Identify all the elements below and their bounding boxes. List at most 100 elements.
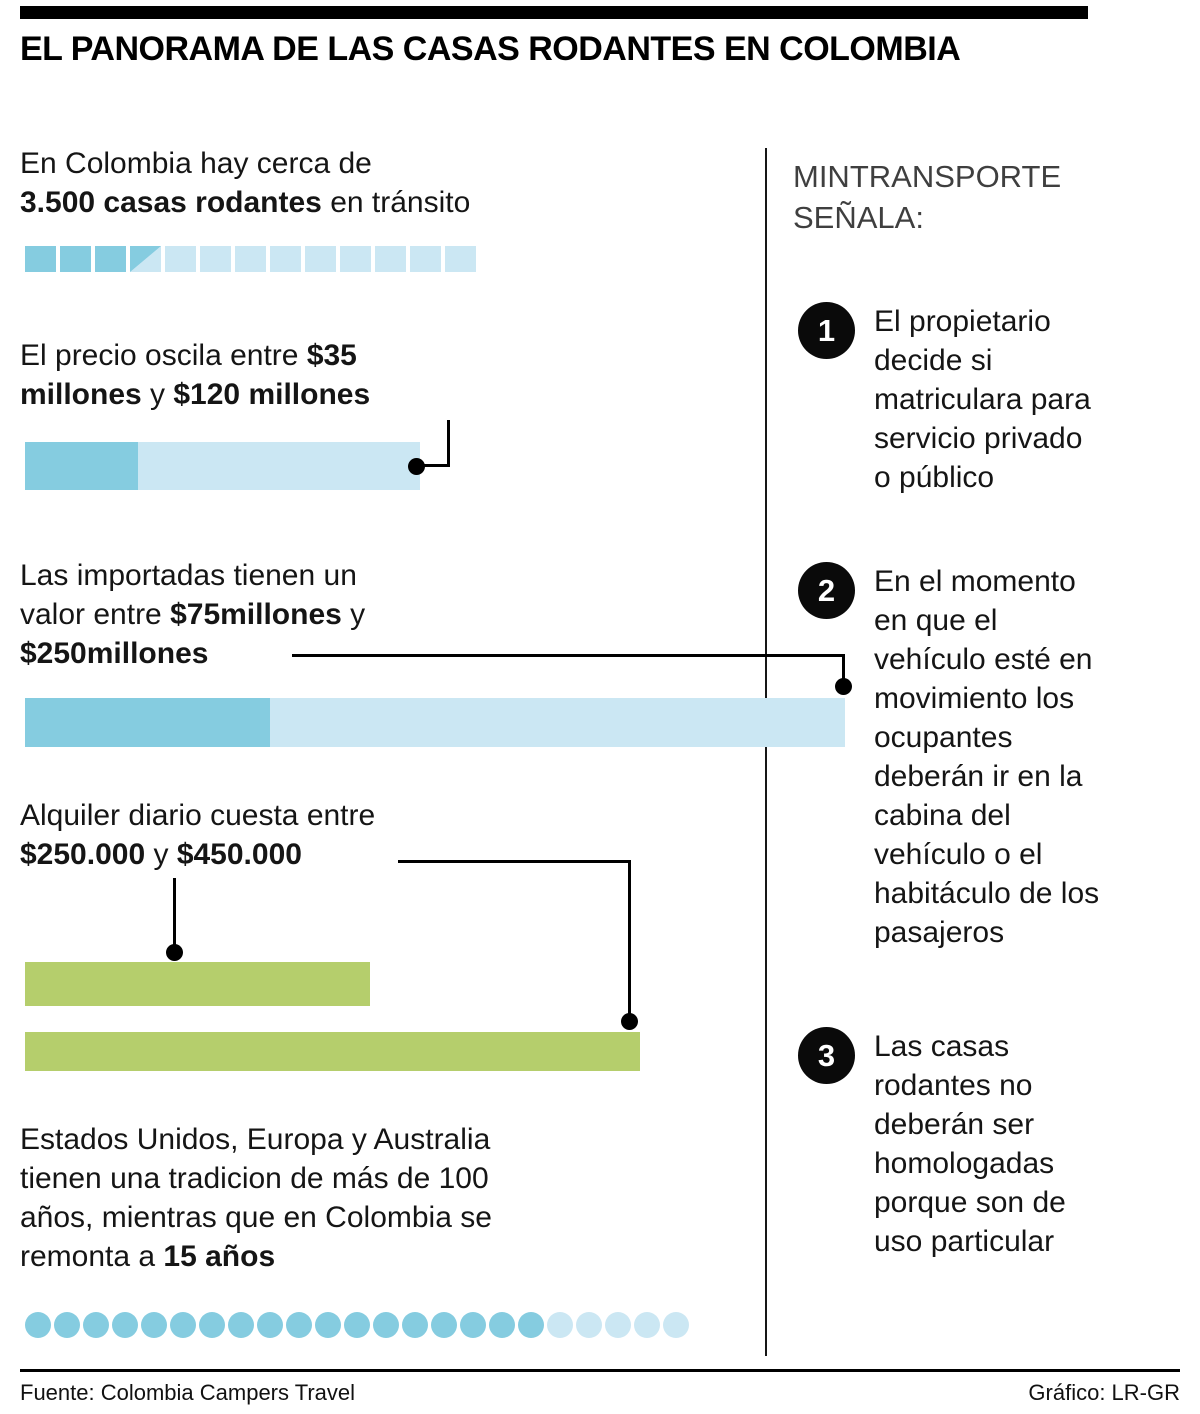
unit-circle [170,1312,196,1338]
unit-circle [373,1312,399,1338]
text-line: vehículo o el [874,835,1200,874]
imported-max-dot [835,678,852,695]
item-1-number: 1 [817,312,836,348]
text-line: millones y $120 millones [20,375,370,414]
text-line: Las casas [874,1027,1200,1066]
text-segment: pasajeros [874,916,1005,949]
text-line: El precio oscila entre $35 [20,336,370,375]
transit-pictogram [25,246,476,272]
unit-circle [286,1312,312,1338]
footer-credit: Gráfico: LR-GR [1028,1380,1180,1405]
unit-circle [634,1312,660,1338]
item-2-number-badge: 2 [798,562,855,619]
text-line: vehículo esté en [874,640,1200,679]
text-segment: vehículo esté en [874,643,1093,676]
text-segment: MINTRANSPORTE [793,159,1062,194]
text-line: porque son de [874,1183,1200,1222]
text-segment: años, mientras que en Colombia se [20,1201,492,1234]
text-segment: porque son de [874,1186,1066,1219]
text-line: En el momento [874,562,1200,601]
unit-circle [25,1312,51,1338]
text-line: decide si [874,341,1200,380]
rent-min-connector-line [173,878,176,946]
text-line: rodantes no [874,1066,1200,1105]
text-line: homologadas [874,1144,1200,1183]
unit-square [130,246,161,272]
unit-circle [489,1312,515,1338]
footer-source: Fuente: Colombia Campers Travel [20,1380,356,1405]
rent-min-dot [166,944,183,961]
transit-text: En Colombia hay cerca de 3.500 casas roda… [20,144,470,222]
text-segment: en que el [874,604,998,637]
unit-circle [228,1312,254,1338]
text-segment: millones [20,378,142,411]
rent-max-connector-line [398,860,631,1015]
top-rule [20,6,1088,19]
unit-square [200,246,231,272]
text-line: Las importadas tienen un [20,556,365,595]
unit-square [60,246,91,272]
mintransporte-header: MINTRANSPORTE SEÑALA: [793,156,1061,238]
text-segment: y [145,838,177,871]
text-line: $250millones [20,634,365,673]
page-title: EL PANORAMA DE LAS CASAS RODANTES EN COL… [20,30,961,68]
imported-bar-min [25,698,270,747]
text-segment: SEÑALA: [793,200,924,235]
unit-circle [141,1312,167,1338]
unit-square [340,246,371,272]
text-line: valor entre $75millones y [20,595,365,634]
item-1-number-badge: 1 [798,302,855,359]
rent-text: Alquiler diario cuesta entre $250.000 y $… [20,796,375,874]
unit-circle [663,1312,689,1338]
text-segment: y [341,598,366,631]
imported-text: Las importadas tienen un valor entre $75m… [20,556,365,673]
text-line: remonta a 15 años [20,1237,492,1276]
text-segment: En Colombia hay cerca de [20,147,372,180]
text-line: movimiento los [874,679,1200,718]
unit-circle [431,1312,457,1338]
text-line: uso particular [874,1222,1200,1261]
text-line: años, mientras que en Colombia se [20,1198,492,1237]
text-segment: deberán ser [874,1108,1035,1141]
unit-circle [199,1312,225,1338]
price-text: El precio oscila entre $35 millones y $12… [20,336,370,414]
text-segment: habitáculo de los [874,877,1100,910]
text-line: MINTRANSPORTE [793,156,1061,197]
text-segment: Estados Unidos, Europa y Australia [20,1123,491,1156]
text-segment: homologadas [874,1147,1055,1180]
price-bar-min [25,442,138,490]
footer-rule [20,1369,1180,1372]
text-segment: Las casas [874,1030,1010,1063]
unit-circle [344,1312,370,1338]
price-max-dot [408,458,425,475]
rent-bar-min [25,962,370,1006]
unit-square [95,246,126,272]
text-segment: vehículo o el [874,838,1043,871]
unit-square [445,246,476,272]
text-segment: $450.000 [176,838,302,871]
text-segment: Alquiler diario cuesta entre [20,799,376,832]
text-segment: ocupantes [874,721,1013,754]
text-segment: Las importadas tienen un [20,559,357,592]
text-segment: $75millones [170,598,342,631]
text-line: ocupantes [874,718,1200,757]
text-line: o público [874,458,1200,497]
text-segment: En el momento [874,565,1076,598]
tradition-text: Estados Unidos, Europa y Australia tienen… [20,1120,492,1276]
text-segment: 15 años [163,1240,276,1273]
text-segment: tienen una tradicion de más de 100 [20,1162,489,1195]
text-segment: deberán ir en la [874,760,1083,793]
item-2-text: En el momento en que el vehículo esté en mo… [874,562,1200,952]
text-line: El propietario [874,302,1200,341]
unit-circle [83,1312,109,1338]
text-line: En Colombia hay cerca de [20,144,470,183]
text-segment: $250.000 [20,838,146,871]
text-segment: $120 millones [173,378,371,411]
unit-square [410,246,441,272]
text-segment: uso particular [874,1225,1055,1258]
unit-square [25,246,56,272]
text-segment: $35 [306,339,357,372]
text-segment: servicio privado [874,422,1083,455]
text-line: $250.000 y $450.000 [20,835,375,874]
